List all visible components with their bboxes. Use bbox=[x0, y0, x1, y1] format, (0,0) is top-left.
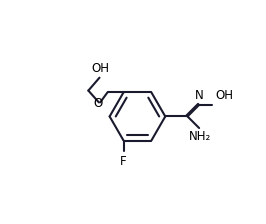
Text: OH: OH bbox=[92, 62, 110, 75]
Text: F: F bbox=[120, 155, 127, 168]
Text: OH: OH bbox=[215, 89, 233, 102]
Text: O: O bbox=[93, 97, 102, 110]
Text: NH₂: NH₂ bbox=[189, 130, 211, 143]
Text: N: N bbox=[195, 89, 203, 102]
